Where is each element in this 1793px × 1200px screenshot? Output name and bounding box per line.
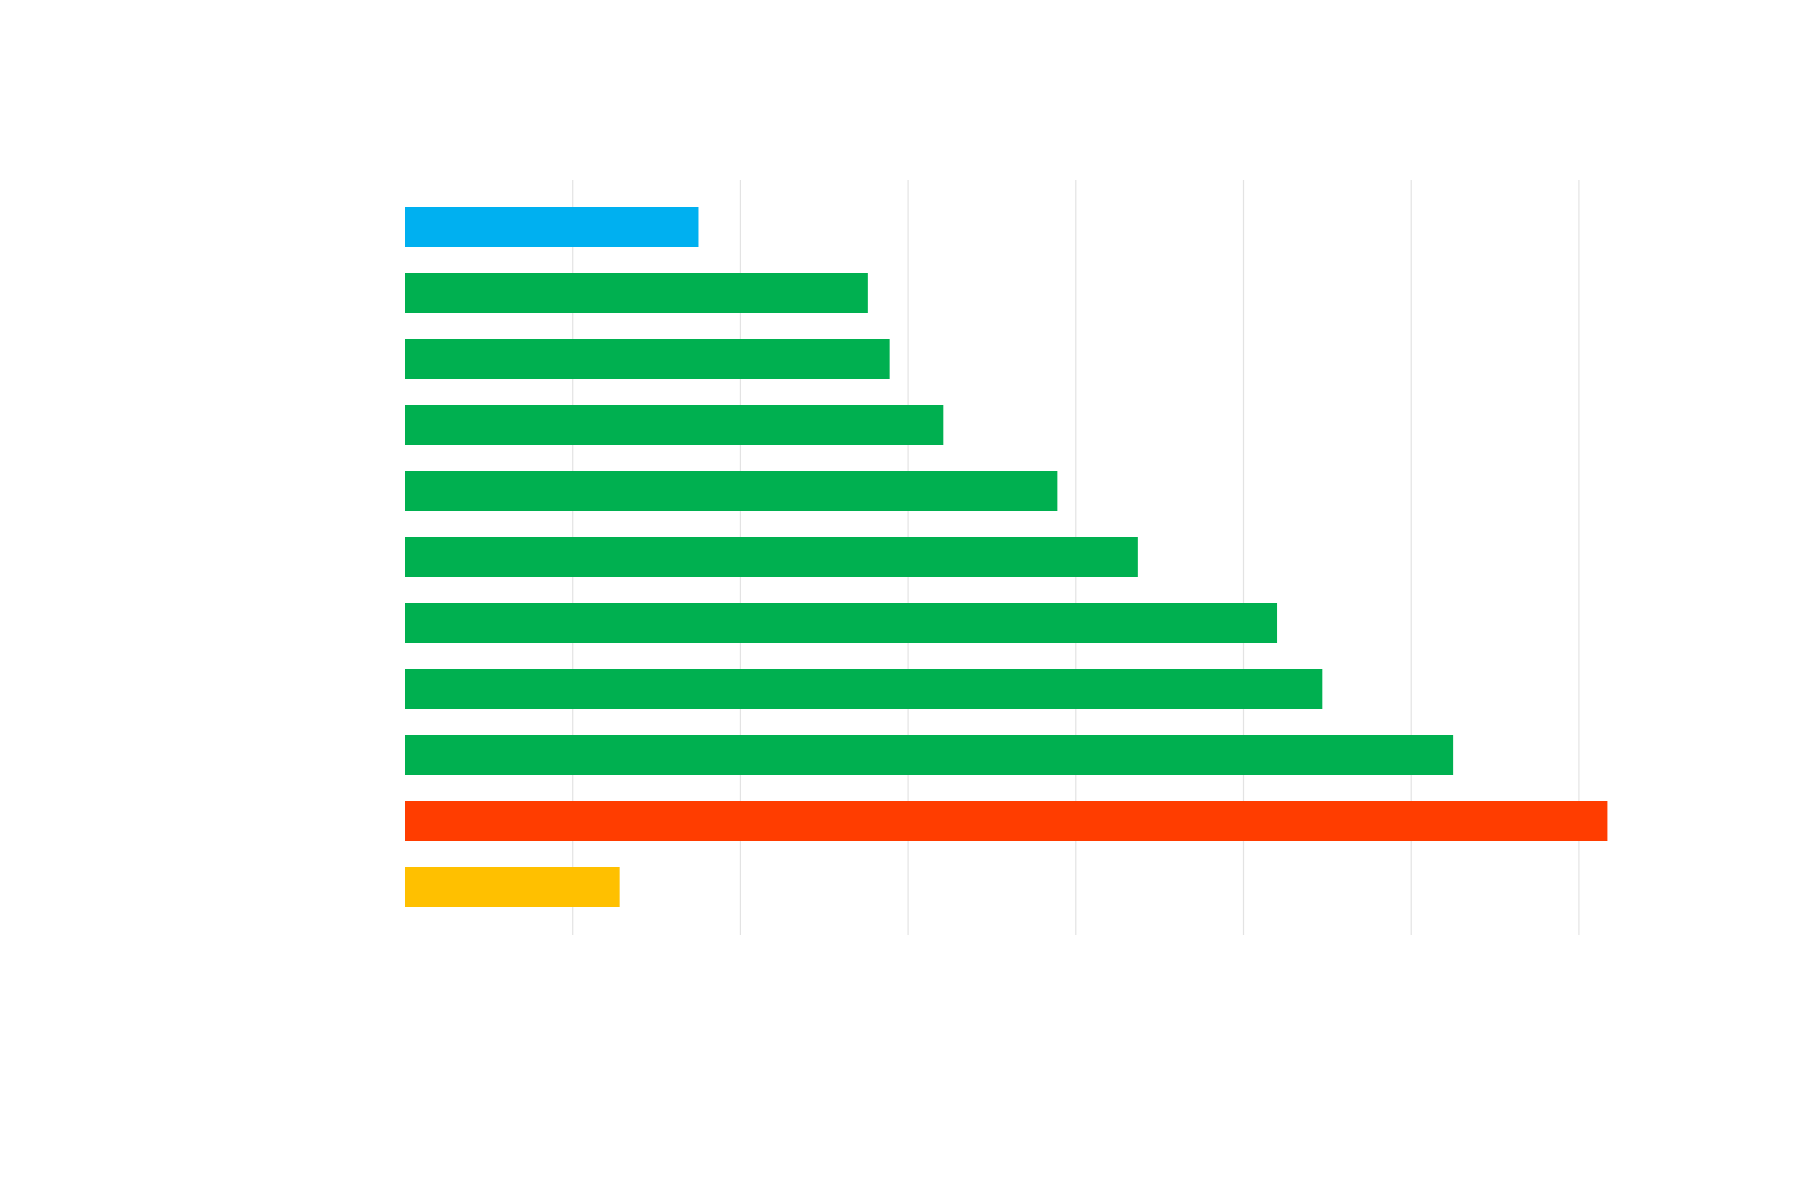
bar-11 <box>405 867 620 907</box>
bar-3 <box>405 339 890 379</box>
bar-10 <box>405 801 1608 841</box>
bar-5 <box>405 471 1058 511</box>
bars <box>405 207 1608 907</box>
bar-4 <box>405 405 944 445</box>
bar-6 <box>405 537 1138 577</box>
bar-7 <box>405 603 1278 643</box>
bar-8 <box>405 669 1323 709</box>
bar-2 <box>405 273 868 313</box>
bar-9 <box>405 735 1454 775</box>
bar-1 <box>405 207 699 247</box>
